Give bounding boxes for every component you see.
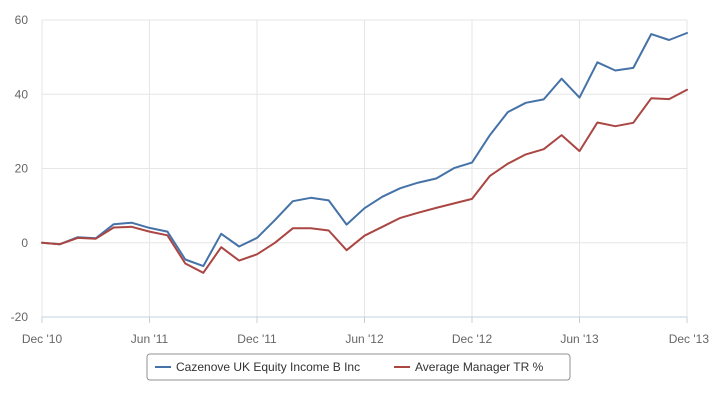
x-tick-label: Jun '11 (131, 332, 169, 346)
y-tick-label: 60 (15, 13, 29, 27)
axes (41, 316, 688, 323)
y-tick-label: 20 (15, 162, 29, 176)
legend-label: Cazenove UK Equity Income B Inc (176, 360, 360, 374)
series-line-1 (41, 32, 688, 268)
x-tick-label: Jun '12 (345, 332, 384, 346)
legend-label: Average Manager TR % (415, 360, 544, 374)
legend: Cazenove UK Equity Income B Inc Average M… (146, 353, 571, 381)
grid-lines (41, 19, 688, 317)
x-tick-label: Dec '12 (452, 332, 493, 346)
x-tick-label: Dec '11 (237, 332, 277, 346)
x-tick-label: Dec '10 (22, 332, 63, 346)
legend-item-2[interactable]: Average Manager TR % (394, 360, 544, 374)
series-line-2 (41, 88, 688, 274)
y-tick-label: 0 (21, 236, 28, 250)
legend-item-1[interactable]: Cazenove UK Equity Income B Inc (155, 360, 360, 374)
x-tick-label: Dec '13 (669, 332, 710, 346)
x-tick-label: Jun '13 (560, 332, 599, 346)
y-tick-label: 40 (15, 87, 29, 101)
y-axis-tick-labels: -20 0 20 40 60 (11, 13, 29, 324)
legend-box (146, 353, 571, 381)
y-tick-label: -20 (11, 310, 29, 324)
x-axis-tick-labels: Dec '10 Jun '11 Dec '11 Jun '12 Dec '12 Jun '… (22, 332, 709, 346)
series-lines (41, 32, 688, 274)
